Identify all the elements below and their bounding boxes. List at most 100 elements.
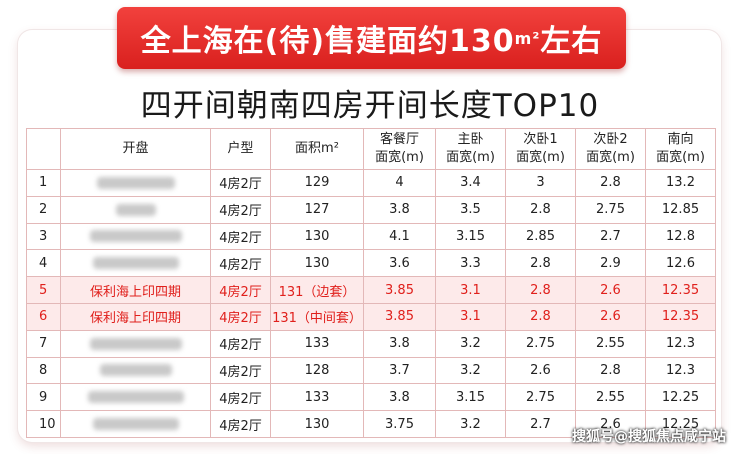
cell-type: 4房2厅 <box>210 329 271 358</box>
cell-project <box>60 383 211 412</box>
cell-area: 131（中间套） <box>270 302 364 331</box>
cell-south: 12.8 <box>645 222 716 251</box>
cell-living: 3.6 <box>363 249 436 278</box>
cell-living: 4.1 <box>363 222 436 251</box>
cell-project <box>60 222 211 251</box>
cell-master: 3.15 <box>435 222 506 251</box>
cell-bed2: 2.7 <box>575 222 646 251</box>
cell-bed1: 2.8 <box>505 276 576 304</box>
col-header-project: 开盘 <box>60 128 211 170</box>
cell-area: 133 <box>270 383 364 412</box>
col-header-type: 户型 <box>210 128 271 170</box>
cell-master: 3.15 <box>435 383 506 412</box>
cell-index: 4 <box>26 249 61 278</box>
cell-living: 3.7 <box>363 356 436 385</box>
data-table: 开盘 户型 面积m² 客餐厅 面宽(m) 主卧 面宽(m) 次卧1 面宽(m) 次卧2… <box>26 128 716 438</box>
cell-south: 12.35 <box>645 276 716 304</box>
cell-type: 4房2厅 <box>210 195 271 224</box>
cell-bed1: 2.8 <box>505 302 576 331</box>
cell-bed1: 2.6 <box>505 356 576 385</box>
blurred-project-name <box>96 176 175 189</box>
cell-south: 12.3 <box>645 329 716 358</box>
cell-type: 4房2厅 <box>210 356 271 385</box>
cell-living: 4 <box>363 169 436 197</box>
blurred-project-name <box>92 257 179 270</box>
cell-bed1: 2.75 <box>505 329 576 358</box>
cell-master: 3.1 <box>435 276 506 304</box>
col-header-area: 面积m² <box>270 128 364 170</box>
cell-project <box>60 356 211 385</box>
blurred-project-name <box>92 418 179 431</box>
banner-unit-sup: m² <box>514 28 541 48</box>
blurred-project-name <box>99 364 172 377</box>
cell-area: 128 <box>270 356 364 385</box>
cell-index: 7 <box>26 329 61 358</box>
cell-master: 3.3 <box>435 249 506 278</box>
table-row: 8 4房2厅 128 3.7 3.2 2.6 2.8 12.3 <box>26 356 716 385</box>
cell-living: 3.8 <box>363 329 436 358</box>
cell-bed1: 2.75 <box>505 383 576 412</box>
watermark: 搜狐号@搜狐焦点咸宁站 <box>572 429 726 445</box>
table-row: 10 4房2厅 130 3.75 3.2 2.7 2.6 12.25 <box>26 410 716 438</box>
cell-project <box>60 169 211 197</box>
cell-bed1: 2.8 <box>505 195 576 224</box>
blurred-project-name <box>87 391 184 404</box>
table-row: 1 4房2厅 129 4 3.4 3 2.8 13.2 <box>26 169 716 197</box>
cell-master: 3.2 <box>435 329 506 358</box>
cell-project <box>60 329 211 358</box>
cell-bed1: 2.85 <box>505 222 576 251</box>
cell-south: 12.6 <box>645 249 716 278</box>
col-header-south: 南向 面宽(m) <box>645 128 716 170</box>
page-title: 四开间朝南四房开间长度TOP10 <box>140 88 600 124</box>
cell-bed2: 2.6 <box>575 302 646 331</box>
table-header-row: 开盘 户型 面积m² 客餐厅 面宽(m) 主卧 面宽(m) 次卧1 面宽(m) 次卧2… <box>26 128 716 170</box>
cell-area: 130 <box>270 249 364 278</box>
cell-type: 4房2厅 <box>210 276 271 304</box>
cell-south: 12.35 <box>645 302 716 331</box>
cell-index: 1 <box>26 169 61 197</box>
banner-suffix: 左右 <box>540 24 603 59</box>
cell-living: 3.75 <box>363 410 436 438</box>
cell-master: 3.2 <box>435 410 506 438</box>
cell-project: 保利海上印四期 <box>60 276 211 304</box>
banner-text: 全上海在(待)售建面约130 <box>140 24 515 59</box>
col-header-index <box>26 128 61 170</box>
cell-bed2: 2.6 <box>575 276 646 304</box>
col-header-bed2: 次卧2 面宽(m) <box>575 128 646 170</box>
cell-master: 3.4 <box>435 169 506 197</box>
table-row: 6 保利海上印四期 4房2厅 131（中间套） 3.85 3.1 2.8 2.6 12.35 <box>26 302 716 331</box>
cell-project <box>60 195 211 224</box>
cell-area: 130 <box>270 410 364 438</box>
cell-south: 12.3 <box>645 356 716 385</box>
cell-project: 保利海上印四期 <box>60 302 211 331</box>
cell-bed2: 2.55 <box>575 383 646 412</box>
table-row: 9 4房2厅 133 3.8 3.15 2.75 2.55 12.25 <box>26 383 716 412</box>
cell-project <box>60 410 211 438</box>
cell-index: 10 <box>26 410 61 438</box>
cell-master: 3.1 <box>435 302 506 331</box>
table-row: 3 4房2厅 130 4.1 3.15 2.85 2.7 12.8 <box>26 222 716 251</box>
cell-area: 127 <box>270 195 364 224</box>
cell-index: 6 <box>26 302 61 331</box>
cell-type: 4房2厅 <box>210 302 271 331</box>
cell-area: 133 <box>270 329 364 358</box>
cell-bed2: 2.6 <box>575 410 646 438</box>
cell-index: 2 <box>26 195 61 224</box>
cell-south: 12.25 <box>645 410 716 438</box>
cell-living: 3.8 <box>363 195 436 224</box>
cell-index: 9 <box>26 383 61 412</box>
col-header-master: 主卧 面宽(m) <box>435 128 506 170</box>
cell-type: 4房2厅 <box>210 169 271 197</box>
cell-bed1: 2.7 <box>505 410 576 438</box>
cell-bed2: 2.55 <box>575 329 646 358</box>
cell-index: 5 <box>26 276 61 304</box>
col-header-bed1: 次卧1 面宽(m) <box>505 128 576 170</box>
table-row: 5 保利海上印四期 4房2厅 131（边套） 3.85 3.1 2.8 2.6 12.35 <box>26 276 716 304</box>
cell-type: 4房2厅 <box>210 222 271 251</box>
cell-living: 3.85 <box>363 302 436 331</box>
cell-area: 130 <box>270 222 364 251</box>
cell-master: 3.2 <box>435 356 506 385</box>
blurred-project-name <box>115 203 156 216</box>
cell-bed2: 2.8 <box>575 356 646 385</box>
cell-south: 12.85 <box>645 195 716 224</box>
